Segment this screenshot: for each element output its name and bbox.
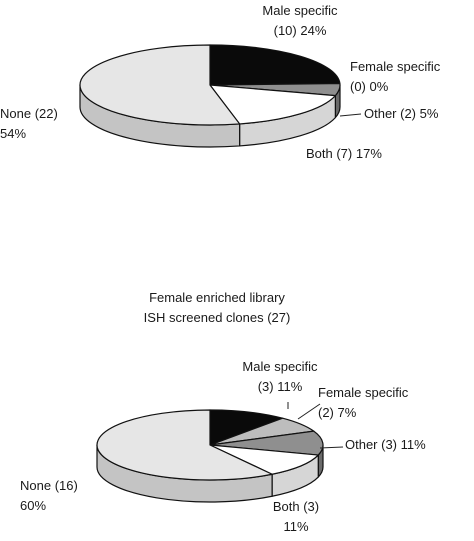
pie-slice-none <box>79 44 241 126</box>
pie-slice-none <box>96 409 273 481</box>
slice-label-line: 60% <box>20 498 46 513</box>
pie-tops <box>96 409 324 481</box>
slice-label-other: Other (2) 5% <box>364 106 439 121</box>
slice-label-female: Female specific (2) 7% <box>318 385 409 420</box>
slice-label-line: (0) 0% <box>350 79 389 94</box>
pie-slice-both <box>209 84 336 125</box>
slice-label-line: Male specific <box>242 359 318 374</box>
slice-label-male: Male specific (10) 24% <box>262 3 338 38</box>
slice-label-line: Male specific <box>262 3 338 18</box>
slice-label-none: None (22) 54% <box>0 106 58 141</box>
leader-line-other <box>339 113 362 117</box>
pie-tops <box>79 44 341 126</box>
slice-label-line: None (22) <box>0 106 58 121</box>
slice-label-line: (3) 11% <box>258 379 303 394</box>
chart-title-line: ISH screened clones (27) <box>144 310 291 325</box>
slice-label-both: Both (3) 11% <box>273 499 319 534</box>
pie-leader-lines <box>339 113 362 117</box>
pie-labels: Male specific (3) 11% Female specific (2) 7… <box>20 359 426 534</box>
slice-label-line: Female specific <box>318 385 409 400</box>
slice-label-other: Other (3) 11% <box>345 437 426 452</box>
slice-label-line: Other (2) 5% <box>364 106 439 121</box>
leader-line-female <box>297 403 321 420</box>
pie-sides <box>96 444 324 503</box>
slice-label-female: Female specific (0) 0% <box>350 59 441 94</box>
slice-label-line: (2) 7% <box>318 405 357 420</box>
pie-slice-male <box>209 409 284 446</box>
slice-label-both: Both (7) 17% <box>306 146 382 161</box>
slice-label-line: None (16) <box>20 478 78 493</box>
slice-label-line: Other (3) 11% <box>345 437 426 452</box>
pie-slice-both <box>209 444 319 475</box>
slice-label-male: Male specific (3) 11% <box>242 359 318 394</box>
slice-label-line: 54% <box>0 126 26 141</box>
slice-label-line: Both (3) <box>273 499 319 514</box>
chart-title: Female enriched library ISH screened clon… <box>144 290 291 325</box>
pie-chart-male-enriched: Male specific (10) 24% Female specific (0) … <box>0 3 441 161</box>
slice-label-line: Female specific <box>350 59 441 74</box>
slice-label-line: 11% <box>283 519 308 534</box>
slice-label-line: Both (7) 17% <box>306 146 382 161</box>
pie-labels: Male specific (10) 24% Female specific (0) … <box>0 3 441 161</box>
pie-chart-female-enriched: Female enriched library ISH screened clon… <box>20 290 426 534</box>
leader-line-other <box>319 446 344 449</box>
chart-title-line: Female enriched library <box>149 290 285 305</box>
slice-label-line: (10) 24% <box>274 23 327 38</box>
slice-label-none: None (16) 60% <box>20 478 78 513</box>
pie-slice-male <box>209 44 341 86</box>
pie-leader-lines <box>287 402 344 449</box>
